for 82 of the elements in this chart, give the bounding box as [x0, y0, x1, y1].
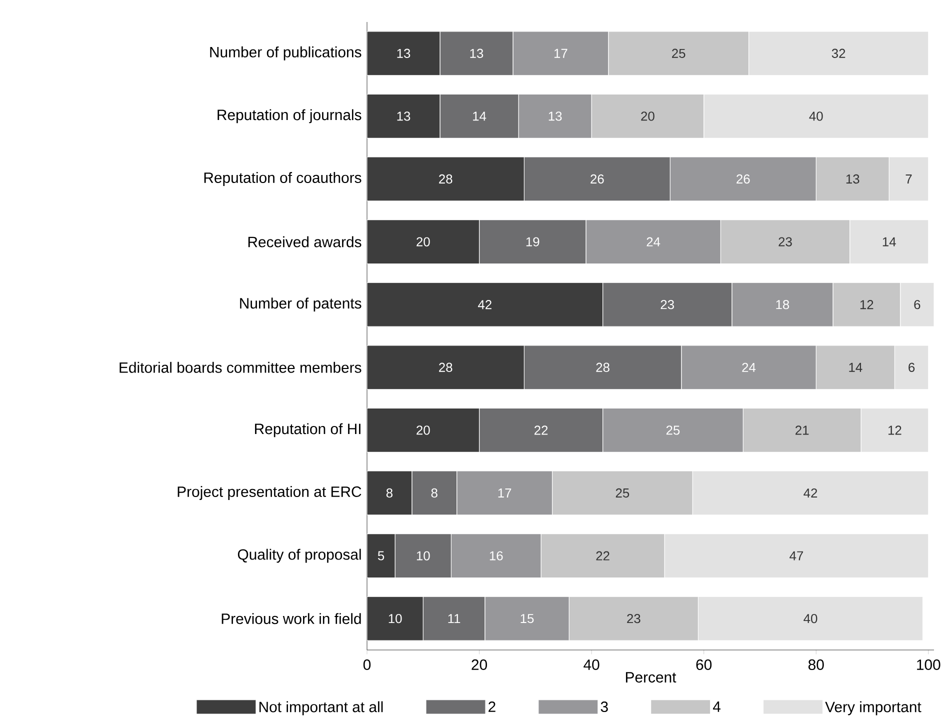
data-label: 20 [416, 237, 430, 246]
data-label: 12 [860, 300, 874, 310]
bar [367, 94, 440, 138]
data-label: 11 [448, 614, 460, 624]
data-label: 24 [742, 362, 756, 372]
bar [367, 220, 480, 264]
data-label: 23 [778, 237, 792, 246]
data-label: 17 [498, 488, 512, 498]
legend-label: Not important at all [259, 701, 383, 716]
x-axis-title: Percent [626, 672, 676, 683]
x-tick-label: 20 [472, 659, 487, 670]
bar [367, 282, 604, 327]
data-label: 32 [832, 48, 846, 58]
data-label: 15 [520, 614, 534, 624]
legend-label: 4 [712, 702, 721, 712]
y-tick-label: Project presentation at ERC [178, 486, 362, 500]
data-label: 20 [641, 112, 654, 121]
data-label: 22 [596, 551, 610, 560]
bar [367, 156, 524, 202]
data-label: 6 [908, 362, 915, 372]
data-label: 16 [490, 551, 503, 560]
data-label: 8 [386, 488, 393, 498]
data-label: 13 [397, 112, 410, 121]
data-label: 26 [590, 174, 604, 184]
data-label: 14 [849, 362, 862, 372]
data-label: 42 [804, 488, 818, 498]
bar [367, 31, 440, 76]
data-label: 40 [809, 112, 823, 121]
bar [367, 408, 480, 452]
bar [367, 596, 424, 641]
y-tick-label: Quality of proposal [238, 548, 361, 563]
data-label: 10 [388, 614, 402, 624]
data-label: 5 [378, 551, 384, 560]
data-label: 13 [470, 48, 484, 58]
x-tick-label: 80 [808, 659, 824, 670]
data-label: 13 [548, 112, 562, 121]
data-label: 25 [616, 488, 630, 498]
data-label: 21 [796, 426, 809, 435]
data-label: 20 [416, 426, 430, 435]
y-tick-label: Reputation of coauthors [204, 172, 362, 186]
data-label: 18 [776, 300, 790, 310]
bar [367, 345, 524, 390]
data-label: 28 [439, 362, 452, 372]
data-label: 14 [882, 237, 896, 246]
data-label: 25 [672, 48, 686, 58]
y-tick-label: Reputation of HI [255, 423, 360, 438]
data-label: 13 [397, 48, 410, 58]
data-label: 7 [906, 174, 912, 184]
data-label: 25 [666, 426, 680, 435]
data-label: 28 [596, 362, 610, 372]
data-label: 47 [790, 551, 804, 560]
legend-label: Very important [825, 701, 922, 716]
x-tick-label: 60 [696, 659, 712, 670]
x-tick-label: 0 [363, 659, 371, 670]
bar [367, 470, 412, 516]
data-label: 23 [627, 614, 640, 624]
x-tick-label: 100 [917, 659, 940, 670]
data-label: 28 [439, 174, 452, 184]
data-label: 10 [416, 551, 430, 560]
data-label: 12 [888, 426, 902, 435]
data-label: 22 [534, 426, 548, 435]
data-label: 14 [473, 112, 486, 121]
data-label: 19 [526, 237, 540, 246]
data-label: 17 [554, 48, 568, 58]
y-tick-label: Number of patents [240, 298, 362, 312]
x-tick-label: 40 [584, 659, 600, 670]
legend-label: 3 [600, 701, 608, 712]
data-label: 23 [660, 300, 674, 310]
data-label: 8 [431, 488, 438, 498]
legend-label: 2 [488, 701, 496, 712]
data-label: 13 [846, 174, 860, 184]
data-label: 24 [646, 237, 660, 246]
y-tick-label: Previous work in field [222, 613, 361, 624]
bar [367, 534, 396, 578]
y-tick-label: Reputation of journals [218, 109, 362, 124]
data-label: 42 [478, 300, 492, 310]
data-label: 26 [736, 174, 750, 184]
y-tick-label: Editorial boards committee members [120, 362, 362, 373]
y-tick-label: Number of publications [210, 46, 362, 60]
data-label: 40 [804, 614, 818, 624]
data-label: 6 [914, 300, 920, 310]
y-tick-label: Received awards [248, 236, 362, 248]
